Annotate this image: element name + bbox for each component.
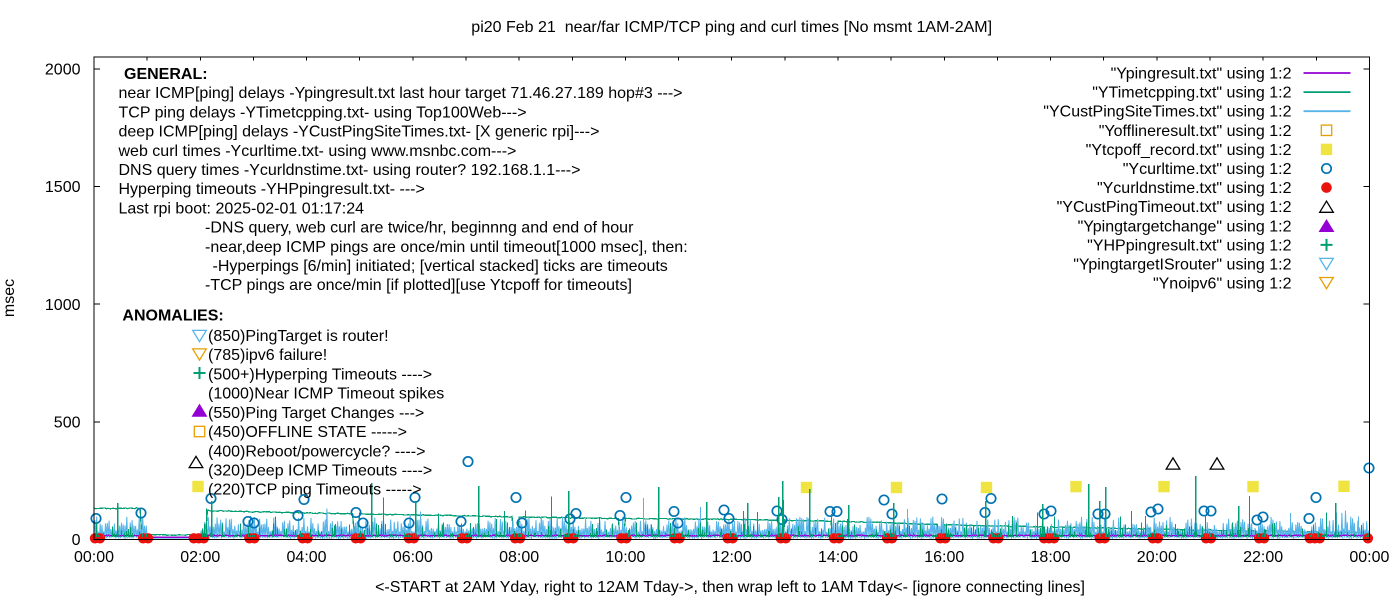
svg-text:02:00: 02:00 [180,549,220,566]
svg-text:0: 0 [72,532,81,549]
svg-text:10:00: 10:00 [605,549,645,566]
svg-text:(500+)Hyperping Timeouts ---->: (500+)Hyperping Timeouts ----> [208,366,432,383]
svg-text:TCP ping delays -YTimetcpping.: TCP ping delays -YTimetcpping.txt- using… [119,104,527,121]
svg-text:12:00: 12:00 [712,549,752,566]
svg-text:1500: 1500 [45,179,81,196]
svg-text:04:00: 04:00 [287,549,327,566]
svg-text:DNS query times -Ycurldnstime.: DNS query times -Ycurldnstime.txt- using… [119,162,581,179]
svg-text:pi20 Feb 21 near/far ICMP/TCP: pi20 Feb 21 near/far ICMP/TCP ping and c… [471,19,992,36]
svg-text:08:00: 08:00 [499,549,539,566]
svg-text:ANOMALIES:: ANOMALIES: [122,307,223,324]
svg-text:msec: msec [1,279,18,317]
svg-text:1000: 1000 [45,297,81,314]
svg-text:00:00: 00:00 [74,549,114,566]
svg-text:"YHPpingresult.txt" using 1:2: "YHPpingresult.txt" using 1:2 [1087,237,1291,254]
svg-text:16:00: 16:00 [924,549,964,566]
svg-text:-DNS query, web curl are twice: -DNS query, web curl are twice/hr, begin… [205,220,634,237]
svg-text:"Ycurltime.txt" using 1:2: "Ycurltime.txt" using 1:2 [1123,161,1292,178]
svg-text:"Ypingtargetchange" using 1:2: "Ypingtargetchange" using 1:2 [1078,218,1292,235]
svg-text:(1000)Near ICMP Timeout spikes: (1000)Near ICMP Timeout spikes [208,386,444,403]
svg-text:(550)Ping Target Changes --->: (550)Ping Target Changes ---> [208,405,424,422]
svg-text:"Ycurldnstime.txt" using 1:2: "Ycurldnstime.txt" using 1:2 [1097,180,1292,197]
svg-text:"YpingtargetISrouter" using 1:: "YpingtargetISrouter" using 1:2 [1073,257,1291,274]
svg-text:"Yofflineresult.txt" using 1:2: "Yofflineresult.txt" using 1:2 [1099,123,1292,140]
svg-text:500: 500 [54,414,81,431]
svg-text:web curl times -Ycurltime.txt-: web curl times -Ycurltime.txt- using www… [118,143,517,160]
svg-text:GENERAL:: GENERAL: [124,66,208,83]
svg-text:00:00: 00:00 [1349,549,1389,566]
svg-text:-TCP pings are once/min [if pl: -TCP pings are once/min [if plotted][use… [205,277,632,294]
svg-text:"Ypingresult.txt" using 1:2: "Ypingresult.txt" using 1:2 [1111,66,1292,83]
svg-text:(850)PingTarget is router!: (850)PingTarget is router! [208,328,389,345]
svg-text:20:00: 20:00 [1137,549,1177,566]
svg-text:06:00: 06:00 [393,549,433,566]
svg-text:Last rpi boot: 2025-02-01 01:1: Last rpi boot: 2025-02-01 01:17:24 [119,200,365,217]
svg-text:(220)TCP ping Timeouts ----->: (220)TCP ping Timeouts -----> [208,482,422,499]
svg-text:"YCustPingTimeout.txt" using 1: "YCustPingTimeout.txt" using 1:2 [1057,199,1292,216]
svg-text:22:00: 22:00 [1243,549,1283,566]
svg-text:(450)OFFLINE STATE ----->: (450)OFFLINE STATE -----> [208,424,407,441]
svg-text:-Hyperpings [6/min] initiated;: -Hyperpings [6/min] initiated; [vertical… [213,258,668,275]
svg-text:14:00: 14:00 [818,549,858,566]
svg-text:18:00: 18:00 [1031,549,1071,566]
svg-text:2000: 2000 [45,62,81,79]
svg-text:(320)Deep ICMP Timeouts ---->: (320)Deep ICMP Timeouts ----> [208,463,432,480]
svg-text:(400)Reboot/powercycle? ---->: (400)Reboot/powercycle? ----> [208,443,425,460]
svg-text:"YCustPingSiteTimes.txt" using: "YCustPingSiteTimes.txt" using 1:2 [1043,104,1291,121]
svg-text:(785)ipv6 failure!: (785)ipv6 failure! [208,347,327,364]
svg-text:"Ynoipv6" using 1:2: "Ynoipv6" using 1:2 [1153,276,1292,293]
svg-text:"Ytcpoff_record.txt" using 1:2: "Ytcpoff_record.txt" using 1:2 [1086,142,1292,159]
svg-text:Hyperping timeouts -YHPpingres: Hyperping timeouts -YHPpingresult.txt- -… [119,181,425,198]
svg-text:deep ICMP[ping] delays -YCustP: deep ICMP[ping] delays -YCustPingSiteTim… [119,124,600,141]
svg-text:near ICMP[ping] delays -Ypingr: near ICMP[ping] delays -Ypingresult.txt … [119,85,683,102]
svg-text:-near,deep ICMP pings are once: -near,deep ICMP pings are once/min until… [205,239,688,256]
svg-text:<-START at 2AM Yday, right to: <-START at 2AM Yday, right to 12AM Tday-… [375,579,1085,596]
svg-text:"YTimetcpping.txt" using 1:2: "YTimetcpping.txt" using 1:2 [1092,85,1291,102]
